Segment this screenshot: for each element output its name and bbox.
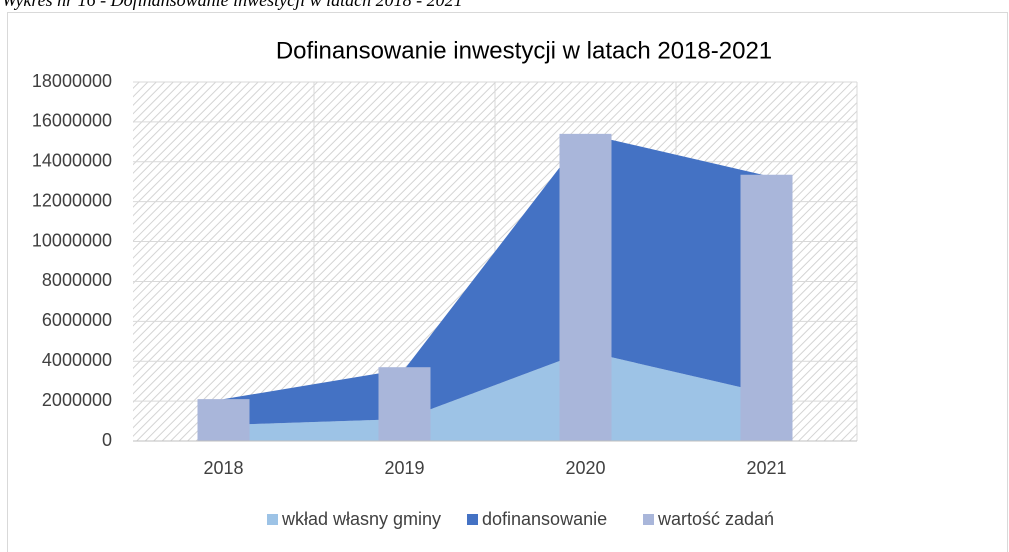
- y-tick-label: 18000000: [32, 71, 112, 91]
- y-tick-label: 0: [102, 430, 112, 450]
- caption: Wykres nr 16 - Dofinansowanie inwestycji…: [2, 0, 463, 10]
- legend-swatch: [467, 514, 478, 525]
- legend-label: dofinansowanie: [482, 509, 607, 529]
- y-tick-label: 2000000: [42, 390, 112, 410]
- bar: [197, 399, 250, 441]
- x-tick-label: 2019: [384, 458, 424, 478]
- y-tick-label: 16000000: [32, 111, 112, 131]
- bar: [378, 367, 431, 441]
- legend-swatch: [267, 514, 278, 525]
- y-tick-label: 6000000: [42, 310, 112, 330]
- legend-label: wartość zadań: [657, 509, 774, 529]
- legend-swatch: [643, 514, 654, 525]
- y-tick-label: 14000000: [32, 151, 112, 171]
- area: [223, 133, 767, 426]
- y-tick-label: 12000000: [32, 190, 112, 210]
- bar: [740, 174, 793, 441]
- y-tick-label: 8000000: [42, 270, 112, 290]
- legend-label: wkład własny gminy: [281, 509, 441, 529]
- x-tick-label: 2020: [565, 458, 605, 478]
- x-tick-label: 2018: [203, 458, 243, 478]
- area: [223, 351, 767, 441]
- x-tick-label: 2021: [746, 458, 786, 478]
- bar: [559, 133, 612, 441]
- y-tick-label: 10000000: [32, 230, 112, 250]
- chart-title: Dofinansowanie inwestycji w latach 2018-…: [276, 37, 772, 64]
- y-tick-label: 4000000: [42, 350, 112, 370]
